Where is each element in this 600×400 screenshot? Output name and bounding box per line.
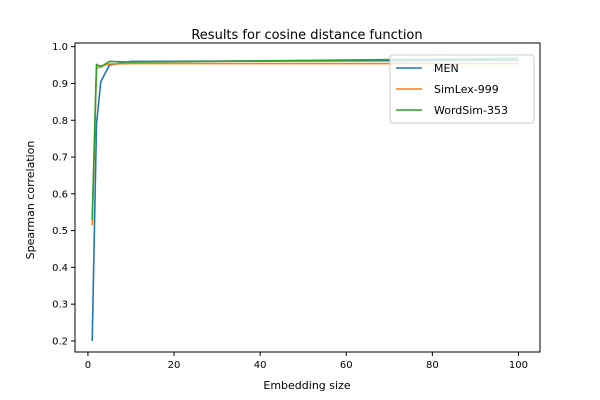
y-tick-label: 0.9 — [52, 79, 68, 90]
x-tick-label: 80 — [426, 360, 439, 371]
legend-label: WordSim-353 — [434, 104, 508, 117]
x-tick-label: 100 — [509, 360, 528, 371]
series-line-wordsim-353 — [91, 57, 519, 220]
y-tick-label: 0.3 — [52, 300, 68, 311]
axis-ticks: 0 20 40 60 80 100 0.2 0.3 0.4 0.5 0.6 0.7 0.8 0.9 1.0 — [52, 42, 528, 371]
x-axis-label: Embedding size — [263, 379, 350, 392]
series-lines — [91, 57, 519, 342]
plot-frame — [74, 42, 541, 353]
legend: MEN SimLex-999 WordSim-353 — [389, 54, 535, 124]
y-tick-label: 0.6 — [52, 189, 68, 200]
legend-label: MEN — [434, 62, 459, 75]
y-tick-label: 0.7 — [52, 153, 68, 164]
y-tick-label: 0.4 — [52, 263, 68, 274]
x-tick-label: 60 — [340, 360, 353, 371]
legend-box — [389, 54, 535, 124]
y-tick-label: 0.2 — [52, 336, 68, 347]
y-tick-label: 0.5 — [52, 226, 68, 237]
y-tick-label: 1.0 — [52, 42, 68, 53]
y-axis-label: Spearman correlation — [24, 141, 37, 260]
y-tick-label: 0.8 — [52, 116, 68, 127]
legend-label: SimLex-999 — [434, 83, 499, 96]
x-tick-label: 40 — [254, 360, 267, 371]
x-tick-label: 0 — [85, 360, 91, 371]
chart-title: Results for cosine distance function — [191, 28, 422, 43]
x-tick-label: 20 — [168, 360, 181, 371]
